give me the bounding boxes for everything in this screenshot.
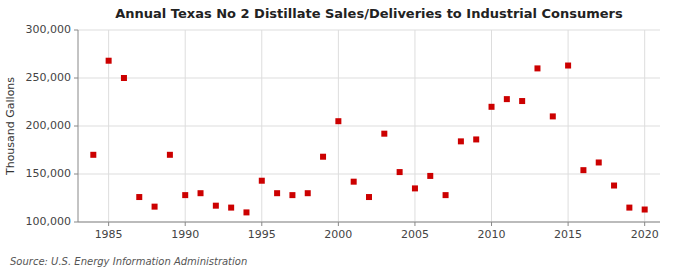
x-grid-line <box>414 30 415 222</box>
x-tick <box>491 222 492 226</box>
x-tick-label: 2000 <box>324 228 352 241</box>
y-tick-label: 100,000 <box>26 215 72 228</box>
y-tick <box>74 126 78 127</box>
point <box>534 65 540 71</box>
point <box>642 207 648 213</box>
x-grid-line <box>644 30 645 222</box>
point <box>259 178 265 184</box>
y-grid-line <box>78 30 660 31</box>
point <box>366 194 372 200</box>
point <box>106 58 112 64</box>
x-grid-line <box>568 30 569 222</box>
x-grid-line <box>338 30 339 222</box>
grid <box>78 30 660 222</box>
x-tick <box>338 222 339 226</box>
points <box>90 58 647 216</box>
y-tick <box>74 78 78 79</box>
point <box>397 169 403 175</box>
point <box>473 136 479 142</box>
y-grid-line <box>78 174 660 175</box>
point <box>611 183 617 189</box>
point <box>412 185 418 191</box>
y-tick <box>74 30 78 31</box>
point <box>489 104 495 110</box>
x-tick <box>185 222 186 226</box>
x-tick-label: 2010 <box>478 228 506 241</box>
point <box>167 152 173 158</box>
point <box>289 192 295 198</box>
point <box>243 209 249 215</box>
point <box>228 205 234 211</box>
x-tick-label: 1995 <box>248 228 276 241</box>
point <box>213 203 219 209</box>
point <box>121 75 127 81</box>
x-tick-label: 2020 <box>631 228 659 241</box>
source-note: Source: U.S. Energy Information Administ… <box>10 256 247 267</box>
chart-container: 100,000 150,000 200,000 250,000 300,000 1985 1… <box>0 0 675 275</box>
point <box>182 192 188 198</box>
x-grid-line <box>491 30 492 222</box>
point <box>198 190 204 196</box>
point <box>427 173 433 179</box>
x-axis-line <box>78 222 660 223</box>
y-grid-line <box>78 126 660 127</box>
point <box>152 204 158 210</box>
title: Annual Texas No 2 Distillate Sales/Deliv… <box>115 6 623 21</box>
point <box>351 179 357 185</box>
axes: 100,000 150,000 200,000 250,000 300,000 1985 1… <box>26 23 661 241</box>
x-tick-label: 2005 <box>401 228 429 241</box>
y-tick-label: 200,000 <box>26 119 72 132</box>
y-grid-line <box>78 222 660 223</box>
chart-svg: 100,000 150,000 200,000 250,000 300,000 1985 1… <box>0 0 675 275</box>
x-tick-label: 1990 <box>171 228 199 241</box>
x-tick <box>108 222 109 226</box>
point <box>550 113 556 119</box>
point <box>274 190 280 196</box>
point <box>136 194 142 200</box>
x-tick-label: 2015 <box>554 228 582 241</box>
y-tick-label: 250,000 <box>26 71 72 84</box>
point <box>519 98 525 104</box>
point <box>626 205 632 211</box>
y-tick <box>74 222 78 223</box>
x-grid-line <box>261 30 262 222</box>
point <box>504 96 510 102</box>
point <box>596 159 602 165</box>
y-axis-label: Thousand Gallons <box>4 77 17 176</box>
x-tick <box>568 222 569 226</box>
point <box>335 118 341 124</box>
x-tick <box>644 222 645 226</box>
x-tick <box>414 222 415 226</box>
point <box>580 167 586 173</box>
point <box>305 190 311 196</box>
point <box>90 152 96 158</box>
x-tick <box>261 222 262 226</box>
y-tick <box>74 174 78 175</box>
point <box>320 154 326 160</box>
point <box>565 63 571 69</box>
point <box>381 131 387 137</box>
point <box>458 138 464 144</box>
x-tick-label: 1985 <box>95 228 123 241</box>
point <box>443 192 449 198</box>
y-grid-line <box>78 78 660 79</box>
y-axis-line <box>78 30 79 222</box>
y-tick-label: 150,000 <box>26 167 72 180</box>
y-tick-label: 300,000 <box>26 23 72 36</box>
